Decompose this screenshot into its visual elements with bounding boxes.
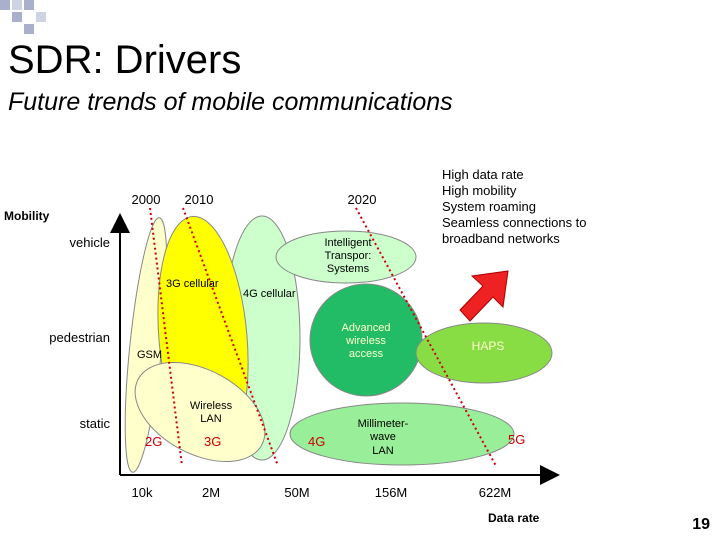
label-wireless-lan-2: LAN	[200, 413, 221, 425]
future-trend-arrow	[459, 270, 509, 322]
label-advanced-1: Advanced	[342, 322, 391, 334]
slide-title: SDR: Drivers	[8, 38, 242, 82]
intelligent-transport-region	[275, 230, 417, 284]
x-axis-label: Data rate	[488, 511, 540, 525]
label-mmwave-3: LAN	[372, 445, 393, 457]
generation-line-2000	[149, 207, 183, 467]
mobility-datarate-diagram: Mobility Data rate vehicle pedestrian st…	[4, 167, 587, 525]
year-2010: 2010	[185, 192, 214, 207]
label-haps: HAPS	[472, 339, 505, 353]
generation-3g: 3G	[204, 434, 221, 449]
x-tick-2m: 2M	[202, 485, 220, 500]
generation-5g: 5G	[508, 432, 525, 447]
year-2020: 2020	[348, 192, 377, 207]
future-note-4: Seamless connections to	[442, 215, 587, 230]
future-note-3: System roaming	[442, 199, 536, 214]
page-number: 19	[692, 516, 710, 533]
label-mmwave-1: Millimeter-	[358, 418, 409, 430]
generation-2g: 2G	[145, 434, 162, 449]
future-note-5: broadband networks	[442, 231, 560, 246]
x-tick-50m: 50M	[284, 485, 309, 500]
slide-subtitle: Future trends of mobile communications	[8, 88, 453, 116]
y-axis-label: Mobility	[4, 209, 50, 223]
label-mmwave-2: wave	[369, 431, 396, 443]
x-tick-10k: 10k	[132, 485, 153, 500]
label-advanced-2: wireless	[345, 335, 386, 347]
future-note-1: High data rate	[442, 167, 524, 182]
label-its-2: Transpor:	[325, 250, 372, 262]
future-note-2: High mobility	[442, 183, 517, 198]
millimeter-wave-region	[289, 402, 515, 466]
generation-line-2020	[355, 207, 497, 467]
wireless-lan-region	[134, 361, 266, 463]
generation-4g: 4G	[308, 434, 325, 449]
label-its-1: Intelligent	[324, 237, 371, 249]
y-tick-vehicle: vehicle	[70, 235, 110, 250]
x-tick-156m: 156M	[375, 485, 408, 500]
year-2000: 2000	[132, 192, 161, 207]
label-wireless-lan-1: Wireless	[190, 400, 233, 412]
generation-line-2010	[182, 207, 279, 467]
label-its-3: Systems	[327, 263, 370, 275]
y-tick-static: static	[80, 416, 111, 431]
label-3g-cellular: 3G cellular	[166, 278, 219, 290]
x-tick-622m: 622M	[479, 485, 512, 500]
label-gsm: GSM	[137, 349, 162, 361]
y-tick-pedestrian: pedestrian	[49, 330, 110, 345]
label-4g-cellular: 4G cellular	[243, 288, 296, 300]
label-advanced-3: access	[349, 348, 384, 360]
haps-region	[415, 322, 553, 384]
decorative-squares	[0, 0, 46, 34]
